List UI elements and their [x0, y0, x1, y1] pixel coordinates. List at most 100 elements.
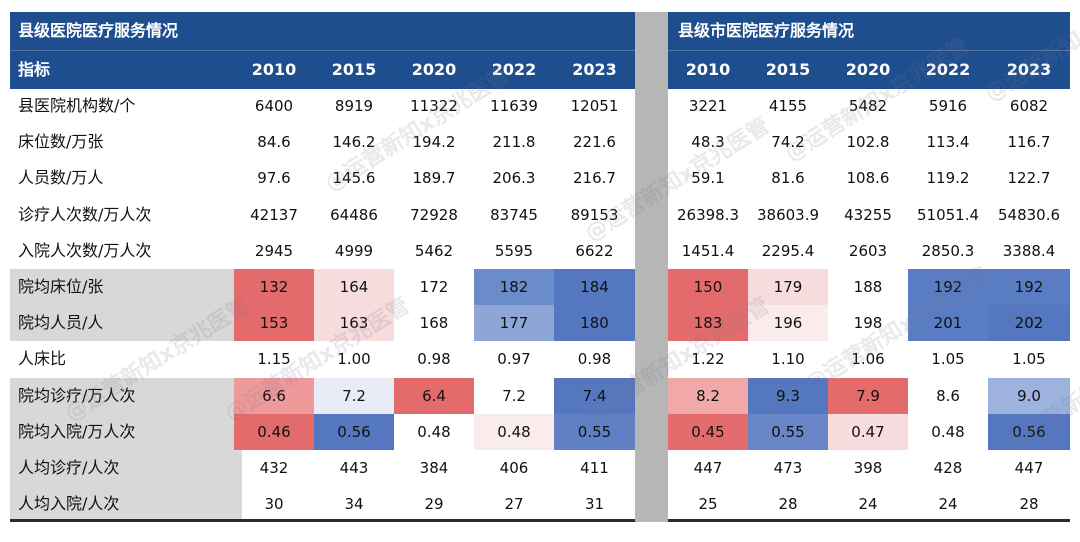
table-row: 院均床位/张 132 164 172 182 184	[10, 268, 635, 306]
table-row: 48.3 74.2 102.8 113.4 116.7	[668, 124, 1070, 160]
data-cell: 473	[773, 458, 803, 477]
table-row: 县医院机构数/个 6400 8919 11322 11639 12051	[10, 88, 635, 124]
table-row: 入院人次数/万人次 2945 4999 5462 5595 6622	[10, 233, 635, 269]
row-label: 院均人员/人	[10, 305, 242, 342]
year-header: 2010	[685, 60, 731, 79]
data-cell: 1.05	[931, 350, 965, 369]
data-cell: 1.10	[771, 350, 805, 369]
data-cell: 0.56	[314, 413, 394, 450]
data-cell: 428	[933, 458, 963, 477]
data-cell: 0.48	[394, 413, 474, 450]
data-cell: 150	[668, 268, 748, 306]
table-row: 人均入院/人次 30 34 29 27 31	[10, 486, 635, 523]
data-cell: 42137	[250, 205, 298, 224]
data-cell: 192	[988, 268, 1070, 306]
data-cell: 27	[504, 495, 524, 514]
county-panel-title: 县级医院医疗服务情况	[18, 21, 179, 40]
data-cell: 0.98	[577, 350, 612, 369]
data-cell: 447	[1014, 458, 1044, 477]
year-header: 2015	[331, 60, 377, 79]
data-cell: 108.6	[846, 169, 890, 188]
data-cell: 3221	[688, 97, 728, 115]
data-cell: 83745	[490, 205, 538, 224]
city-panel-title-bar: 县级市医院医疗服务情况	[668, 12, 1070, 50]
row-label: 入院人次数/万人次	[18, 240, 152, 260]
data-cell: 146.2	[332, 133, 376, 152]
data-cell: 2850.3	[921, 241, 975, 260]
row-label: 县医院机构数/个	[18, 96, 136, 115]
data-cell: 24	[938, 495, 958, 514]
data-cell: 1.22	[691, 350, 725, 369]
data-cell: 177	[474, 305, 554, 342]
city-table-body: 3221 4155 5482 5916 6082 48.3 74.2 102.8 113.4 11…	[668, 88, 1070, 522]
data-cell: 122.7	[1007, 169, 1051, 188]
data-cell: 0.55	[554, 413, 635, 450]
data-cell: 1.15	[257, 350, 291, 369]
data-cell: 411	[580, 458, 609, 477]
data-cell: 0.55	[748, 413, 828, 450]
data-cell: 89153	[570, 205, 619, 224]
data-cell: 0.98	[417, 350, 451, 369]
data-cell: 1451.4	[681, 241, 735, 260]
data-cell: 64486	[330, 205, 378, 224]
data-cell: 153	[234, 305, 314, 342]
data-cell: 206.3	[492, 169, 536, 188]
data-cell: 163	[314, 305, 394, 342]
data-cell: 432	[259, 458, 289, 477]
data-cell: 74.2	[771, 133, 805, 152]
data-cell: 172	[394, 268, 474, 306]
county-hospital-panel: 县级医院医疗服务情况 指标 2010 2015 2020 2022 2023 县…	[10, 12, 635, 523]
data-cell: 8919	[334, 97, 374, 115]
data-cell: 7.4	[554, 377, 635, 414]
data-cell: 12051	[570, 97, 619, 115]
data-cell: 0.45	[668, 413, 748, 450]
year-header: 2020	[411, 60, 457, 79]
data-cell: 216.7	[573, 169, 616, 188]
row-label: 人床比	[18, 349, 67, 369]
data-cell: 34	[344, 495, 364, 514]
table-row: 床位数/万张 84.6 146.2 194.2 211.8 221.6	[10, 124, 635, 160]
data-cell: 398	[853, 458, 883, 477]
panel-separator	[635, 12, 668, 522]
data-cell: 179	[748, 268, 828, 306]
table-row: 150 179 188 192 192	[668, 268, 1070, 306]
data-cell: 192	[908, 268, 988, 306]
data-cell: 6400	[254, 97, 294, 115]
data-cell: 443	[339, 458, 369, 477]
data-cell: 81.6	[771, 169, 805, 188]
data-cell: 72928	[410, 205, 458, 224]
data-cell: 384	[419, 458, 449, 477]
table-row: 1451.4 2295.4 2603 2850.3 3388.4	[668, 233, 1070, 269]
row-label: 诊疗人次数/万人次	[18, 204, 152, 224]
year-header: 2023	[1006, 60, 1052, 79]
data-cell: 26398.3	[676, 205, 740, 224]
data-cell: 2603	[848, 241, 888, 260]
table-row: 人均诊疗/人次 432 443 384 406 411	[10, 449, 635, 487]
data-cell: 119.2	[926, 169, 970, 188]
row-label: 人均诊疗/人次	[10, 449, 242, 487]
data-cell: 6.6	[234, 377, 314, 414]
indicator-header: 指标	[18, 60, 51, 79]
row-label: 人员数/万人	[18, 168, 104, 188]
data-cell: 180	[554, 305, 635, 342]
data-cell: 28	[1019, 495, 1039, 514]
year-header: 2022	[925, 60, 971, 79]
data-cell: 6622	[575, 241, 614, 260]
data-cell: 0.97	[497, 350, 531, 369]
data-cell: 48.3	[691, 133, 725, 152]
city-year-header: 2010 2015 2020 2022 2023	[668, 50, 1070, 89]
data-cell: 0.48	[474, 413, 554, 450]
data-cell: 8.6	[908, 377, 988, 414]
data-cell: 25	[698, 495, 718, 514]
table-row: 26398.3 38603.9 43255 51051.4 54830.6	[668, 197, 1070, 233]
data-cell: 116.7	[1007, 133, 1051, 152]
data-cell: 97.6	[257, 169, 291, 188]
data-cell: 31	[584, 495, 605, 514]
county-year-header: 指标 2010 2015 2020 2022 2023	[10, 50, 635, 89]
data-cell: 183	[668, 305, 748, 342]
table-row: 3221 4155 5482 5916 6082	[668, 88, 1070, 124]
table-row: 院均入院/万人次 0.46 0.56 0.48 0.48 0.55	[10, 413, 635, 450]
data-cell: 11322	[410, 97, 458, 115]
data-cell: 7.9	[828, 377, 908, 414]
data-cell: 168	[394, 305, 474, 342]
